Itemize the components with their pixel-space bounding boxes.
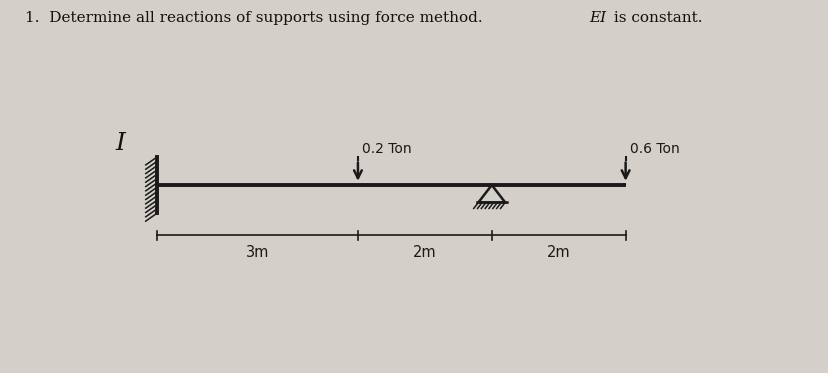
Text: is constant.: is constant.: [609, 11, 702, 25]
Text: 0.6 Ton: 0.6 Ton: [629, 142, 679, 156]
Text: 0.2 Ton: 0.2 Ton: [362, 142, 411, 156]
Text: 3m: 3m: [246, 245, 269, 260]
Text: 2m: 2m: [412, 245, 436, 260]
Text: I: I: [115, 132, 125, 155]
Text: 2m: 2m: [546, 245, 570, 260]
Text: EI: EI: [589, 11, 606, 25]
Text: 1.  Determine all reactions of supports using force method.: 1. Determine all reactions of supports u…: [25, 11, 487, 25]
